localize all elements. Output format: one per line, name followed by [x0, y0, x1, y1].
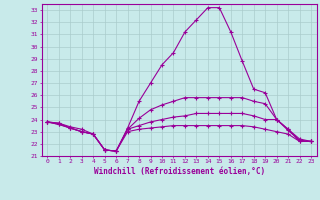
X-axis label: Windchill (Refroidissement éolien,°C): Windchill (Refroidissement éolien,°C): [94, 167, 265, 176]
